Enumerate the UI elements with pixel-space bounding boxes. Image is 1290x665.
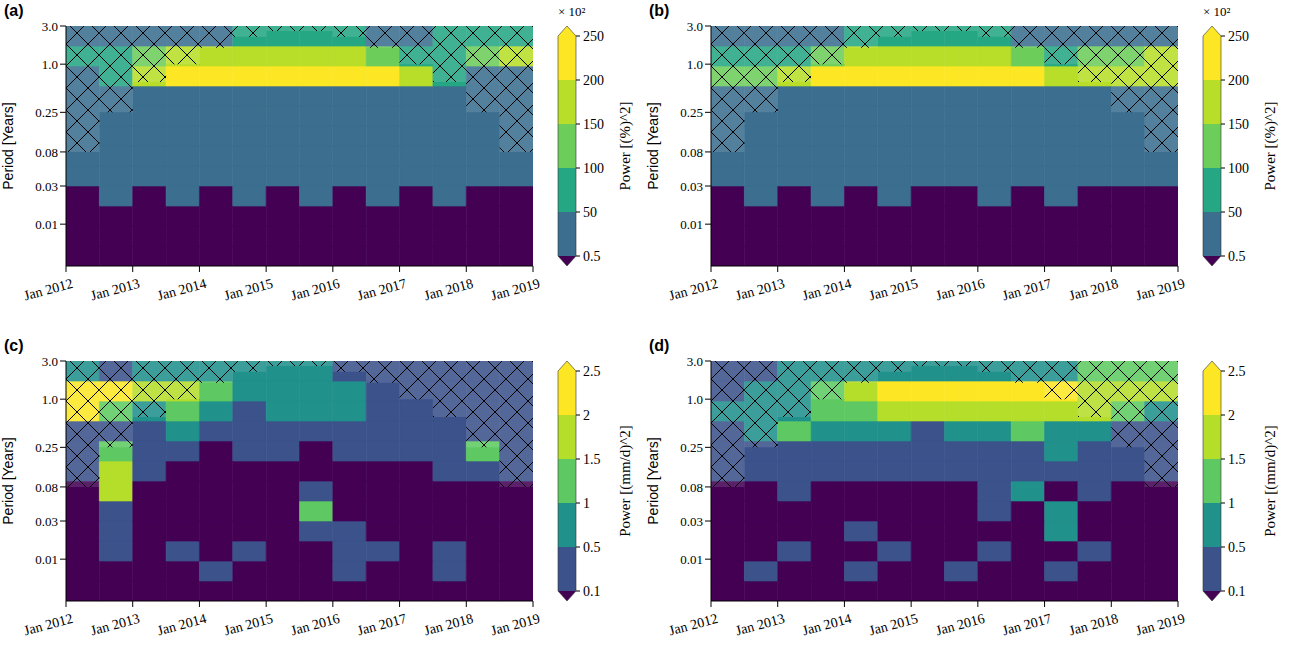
svg-text:Jan 2015: Jan 2015 <box>867 276 919 303</box>
svg-text:0.5: 0.5 <box>1228 249 1246 264</box>
svg-text:0.1: 0.1 <box>583 584 601 599</box>
html-text:(a): (a) <box>4 2 24 19</box>
svg-text:Jan 2018: Jan 2018 <box>1067 611 1119 638</box>
svg-text:3.0: 3.0 <box>42 354 58 369</box>
html-text:(c): (c) <box>4 337 24 354</box>
svg-text:0.03: 0.03 <box>680 179 703 194</box>
svg-text:250: 250 <box>1228 29 1249 44</box>
svg-text:2: 2 <box>1228 408 1235 423</box>
svg-text:Jan 2016: Jan 2016 <box>289 276 341 303</box>
svg-text:Period [Years]: Period [Years] <box>645 437 661 524</box>
svg-text:0.01: 0.01 <box>680 217 703 232</box>
svg-text:Jan 2014: Jan 2014 <box>156 611 208 638</box>
svg-text:0.03: 0.03 <box>35 179 58 194</box>
svg-text:0.08: 0.08 <box>35 480 58 495</box>
svg-text:2: 2 <box>583 408 590 423</box>
svg-text:Jan 2012: Jan 2012 <box>22 611 74 638</box>
svg-text:Jan 2017: Jan 2017 <box>1001 276 1053 303</box>
svg-text:Jan 2013: Jan 2013 <box>89 276 141 303</box>
svg-text:0.01: 0.01 <box>35 552 58 567</box>
svg-text:0.08: 0.08 <box>35 145 58 160</box>
svg-text:200: 200 <box>583 73 604 88</box>
svg-text:Jan 2013: Jan 2013 <box>734 276 786 303</box>
svg-text:Power [(mm/d)^2]: Power [(mm/d)^2] <box>617 425 634 537</box>
svg-text:150: 150 <box>583 117 604 132</box>
svg-text:2.5: 2.5 <box>1228 364 1246 379</box>
svg-text:3.0: 3.0 <box>687 354 703 369</box>
svg-text:0.5: 0.5 <box>583 540 601 555</box>
svg-text:100: 100 <box>1228 161 1249 176</box>
svg-text:Jan 2019: Jan 2019 <box>1134 611 1186 638</box>
svg-text:3.0: 3.0 <box>42 19 58 34</box>
svg-text:1.0: 1.0 <box>687 57 703 72</box>
svg-text:0.1: 0.1 <box>1228 584 1246 599</box>
svg-text:Jan 2015: Jan 2015 <box>222 276 274 303</box>
svg-text:Jan 2018: Jan 2018 <box>422 611 474 638</box>
svg-text:Jan 2017: Jan 2017 <box>1001 611 1053 638</box>
svg-text:Jan 2017: Jan 2017 <box>356 276 408 303</box>
svg-text:1.5: 1.5 <box>1228 452 1246 467</box>
svg-text:Jan 2012: Jan 2012 <box>667 276 719 303</box>
svg-text:0.08: 0.08 <box>680 480 703 495</box>
svg-text:Period [Years]: Period [Years] <box>0 437 16 524</box>
html-text:(d): (d) <box>649 337 670 354</box>
svg-text:Jan 2018: Jan 2018 <box>1067 276 1119 303</box>
svg-text:Jan 2016: Jan 2016 <box>934 276 986 303</box>
svg-text:0.01: 0.01 <box>35 217 58 232</box>
svg-text:Jan 2018: Jan 2018 <box>422 276 474 303</box>
svg-text:1: 1 <box>583 496 590 511</box>
svg-text:0.03: 0.03 <box>680 514 703 529</box>
svg-text:0.25: 0.25 <box>35 440 58 455</box>
svg-text:1.0: 1.0 <box>42 57 58 72</box>
svg-text:1: 1 <box>1228 496 1235 511</box>
svg-text:Jan 2016: Jan 2016 <box>934 611 986 638</box>
svg-text:Jan 2015: Jan 2015 <box>867 611 919 638</box>
svg-text:Jan 2019: Jan 2019 <box>489 276 541 303</box>
svg-text:× 10²: × 10² <box>1203 4 1231 19</box>
svg-text:Jan 2012: Jan 2012 <box>667 611 719 638</box>
svg-text:0.25: 0.25 <box>680 440 703 455</box>
svg-text:Jan 2019: Jan 2019 <box>1134 276 1186 303</box>
svg-text:0.5: 0.5 <box>1228 540 1246 555</box>
svg-text:1.0: 1.0 <box>42 392 58 407</box>
svg-text:0.03: 0.03 <box>35 514 58 529</box>
svg-text:3.0: 3.0 <box>687 19 703 34</box>
svg-text:150: 150 <box>1228 117 1249 132</box>
svg-text:Power [(mm/d)^2]: Power [(mm/d)^2] <box>1262 425 1279 537</box>
svg-text:0.5: 0.5 <box>583 249 601 264</box>
svg-text:200: 200 <box>1228 73 1249 88</box>
svg-text:Jan 2013: Jan 2013 <box>734 611 786 638</box>
svg-text:2.5: 2.5 <box>583 364 601 379</box>
svg-text:0.25: 0.25 <box>35 105 58 120</box>
svg-text:250: 250 <box>583 29 604 44</box>
svg-text:Jan 2014: Jan 2014 <box>801 611 853 638</box>
svg-text:0.08: 0.08 <box>680 145 703 160</box>
svg-text:1.0: 1.0 <box>687 392 703 407</box>
svg-text:0.01: 0.01 <box>680 552 703 567</box>
svg-text:Jan 2017: Jan 2017 <box>356 611 408 638</box>
svg-text:Period [Years]: Period [Years] <box>645 102 661 189</box>
html-text:(b): (b) <box>649 2 670 19</box>
svg-text:Power [(%)^2]: Power [(%)^2] <box>617 101 634 190</box>
svg-text:0.25: 0.25 <box>680 105 703 120</box>
svg-text:Jan 2013: Jan 2013 <box>89 611 141 638</box>
svg-text:Power [(%)^2]: Power [(%)^2] <box>1262 101 1279 190</box>
svg-text:× 10²: × 10² <box>558 4 586 19</box>
svg-text:50: 50 <box>583 205 597 220</box>
svg-text:Period [Years]: Period [Years] <box>0 102 16 189</box>
svg-text:Jan 2014: Jan 2014 <box>801 276 853 303</box>
svg-text:Jan 2019: Jan 2019 <box>489 611 541 638</box>
svg-text:Jan 2016: Jan 2016 <box>289 611 341 638</box>
svg-text:Jan 2015: Jan 2015 <box>222 611 274 638</box>
svg-text:1.5: 1.5 <box>583 452 601 467</box>
svg-text:50: 50 <box>1228 205 1242 220</box>
svg-text:Jan 2012: Jan 2012 <box>22 276 74 303</box>
svg-text:100: 100 <box>583 161 604 176</box>
svg-text:Jan 2014: Jan 2014 <box>156 276 208 303</box>
